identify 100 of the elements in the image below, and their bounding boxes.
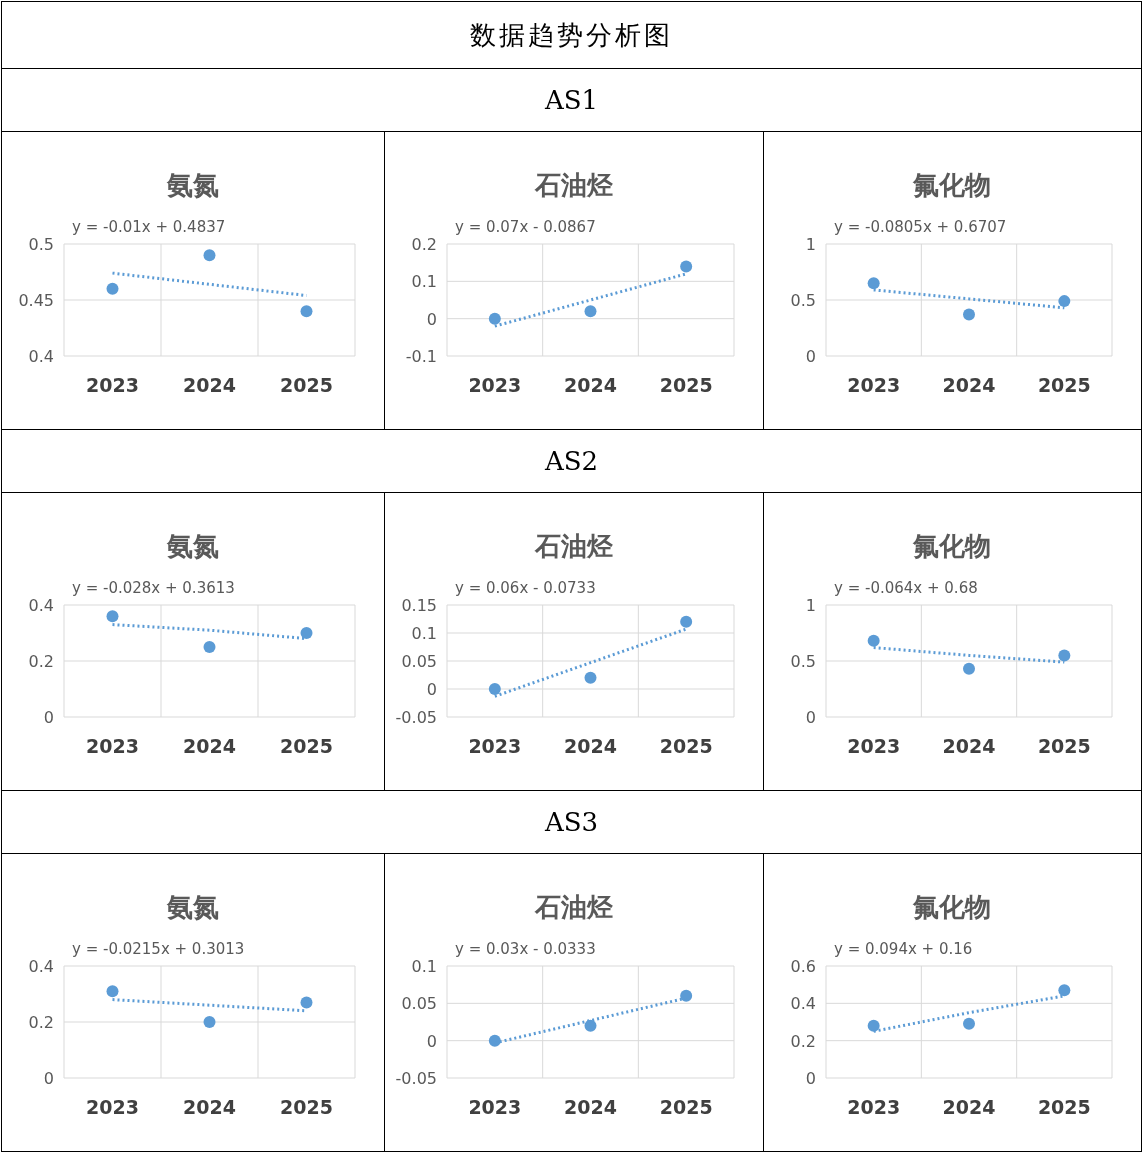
y-tick-label: 0.2 — [790, 1031, 816, 1051]
x-tick-label: 2025 — [659, 1096, 713, 1118]
point — [867, 1019, 880, 1032]
chart-title: 石油烃 — [533, 531, 613, 561]
y-tick-label: 0.1 — [411, 957, 437, 976]
text: AS2 — [544, 446, 599, 476]
point — [106, 985, 119, 998]
x-tick-label: 2024 — [183, 735, 236, 757]
x-tick-label: 2024 — [564, 374, 617, 396]
y-tick-label: 0.5 — [790, 291, 816, 310]
point — [584, 1019, 597, 1032]
x-tick-label: 2025 — [1037, 735, 1091, 757]
y-tick-label: 0.4 — [28, 347, 54, 366]
point — [106, 282, 119, 295]
chart-title: 氨氮 — [165, 531, 219, 561]
text: y = 0.094x + 0.16 — [834, 940, 973, 958]
text: AS1 — [544, 85, 599, 115]
x-tick-label: 2024 — [564, 735, 617, 757]
y-tick-label: 0.5 — [790, 652, 816, 671]
point — [1058, 295, 1071, 308]
chart-title: 氨氮 — [165, 892, 219, 922]
point — [680, 260, 693, 273]
point — [488, 683, 501, 695]
x-tick-label: 2025 — [1037, 1096, 1091, 1118]
text: y = -0.028x + 0.3613 — [72, 579, 235, 597]
y-tick-label: 0 — [805, 708, 816, 727]
point — [203, 1016, 216, 1028]
y-tick-label: 0.1 — [411, 624, 437, 643]
x-tick-label: 2024 — [564, 1096, 617, 1118]
chart-title: 石油烃 — [533, 170, 613, 200]
x-tick-label: 2025 — [1037, 374, 1091, 396]
text: y = 0.03x - 0.0333 — [455, 940, 596, 958]
point — [1058, 649, 1071, 662]
text: y = -0.064x + 0.68 — [834, 579, 978, 597]
y-tick-label: -0.1 — [405, 347, 437, 366]
point — [300, 996, 313, 1009]
point — [1058, 984, 1071, 997]
x-tick-label: 2025 — [659, 374, 713, 396]
x-tick-label: 2024 — [942, 374, 996, 396]
y-tick-label: 0.45 — [18, 291, 54, 310]
point — [680, 989, 693, 1002]
point — [963, 1017, 975, 1030]
text: 数据趋势分析图 — [470, 18, 673, 52]
x-tick-label: 2024 — [183, 1096, 236, 1118]
text: y = -0.01x + 0.4837 — [72, 218, 226, 236]
x-tick-label: 2023 — [847, 735, 901, 757]
point — [584, 671, 597, 684]
y-tick-label: 0 — [805, 347, 816, 366]
chart-title: 氨氮 — [165, 170, 219, 200]
chart-title: 石油烃 — [533, 892, 613, 922]
point — [300, 627, 313, 639]
y-tick-label: 0.15 — [401, 596, 437, 615]
point — [106, 610, 119, 623]
y-tick-label: 0.4 — [28, 596, 54, 615]
x-tick-label: 2023 — [86, 374, 139, 396]
y-tick-label: 0.2 — [411, 235, 437, 254]
y-tick-label: 0 — [426, 1031, 437, 1051]
point — [867, 634, 880, 647]
x-tick-label: 2023 — [468, 735, 522, 757]
chart-title: 氟化物 — [912, 892, 991, 922]
y-tick-label: 0.2 — [28, 652, 54, 671]
x-tick-label: 2023 — [468, 1096, 522, 1118]
y-tick-label: 0.1 — [411, 272, 437, 292]
point — [203, 641, 216, 653]
y-tick-label: -0.05 — [395, 1069, 437, 1088]
text: AS3 — [544, 807, 599, 837]
point — [963, 308, 975, 321]
point — [203, 249, 216, 262]
x-tick-label: 2024 — [942, 735, 996, 757]
y-tick-label: -0.05 — [395, 708, 437, 727]
y-tick-label: 0 — [43, 708, 54, 727]
text: y = -0.0805x + 0.6707 — [834, 218, 1007, 236]
x-tick-label: 2024 — [183, 374, 236, 396]
y-tick-label: 0.5 — [28, 235, 54, 254]
x-tick-label: 2025 — [280, 1096, 333, 1118]
point — [488, 312, 501, 325]
y-tick-label: 1 — [805, 596, 816, 615]
y-tick-label: 0.4 — [28, 957, 54, 976]
point — [867, 277, 880, 290]
chart-title: 氟化物 — [912, 531, 991, 561]
y-tick-label: 0.4 — [790, 994, 816, 1014]
y-tick-label: 0 — [43, 1069, 54, 1088]
y-tick-label: 0 — [426, 680, 437, 699]
text: y = -0.0215x + 0.3013 — [72, 940, 245, 958]
x-tick-label: 2023 — [847, 1096, 901, 1118]
x-tick-label: 2023 — [86, 1096, 139, 1118]
y-tick-label: 0 — [426, 309, 437, 329]
x-tick-label: 2024 — [942, 1096, 996, 1118]
y-tick-label: 1 — [805, 235, 816, 254]
x-tick-label: 2023 — [468, 374, 522, 396]
point — [680, 615, 693, 628]
y-tick-label: 0.05 — [401, 994, 437, 1014]
x-tick-label: 2025 — [280, 374, 333, 396]
y-tick-label: 0.6 — [790, 957, 816, 976]
point — [963, 662, 975, 675]
y-tick-label: 0.05 — [401, 652, 437, 671]
text: y = 0.07x - 0.0867 — [455, 218, 596, 236]
point — [300, 305, 313, 318]
y-tick-label: 0.2 — [28, 1013, 54, 1032]
x-tick-label: 2025 — [659, 735, 713, 757]
